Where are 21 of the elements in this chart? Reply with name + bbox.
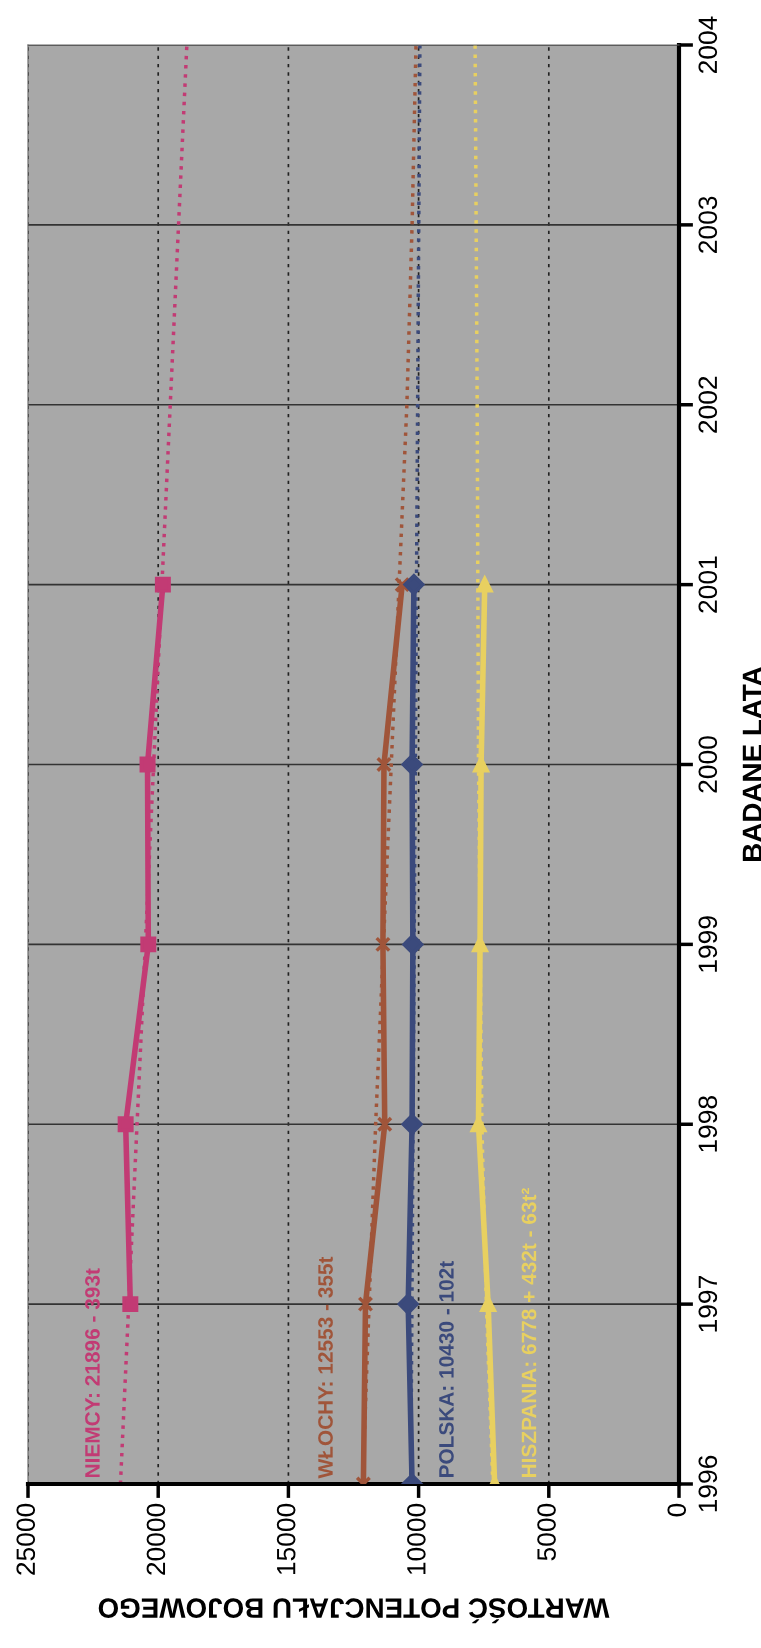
text: POLSKA: 10430 - 102t	[439, 1261, 454, 1478]
x-tick-label: 20000	[146, 1503, 166, 1575]
x-axis-title: WARTOŚĆ POTENCJAŁU BOJOWEGO	[98, 1598, 610, 1624]
x-tick-label: 5000	[537, 1503, 556, 1561]
text: NIEMCY: 21896 - 393t	[85, 1268, 100, 1478]
x-tick-label: 0	[667, 1503, 687, 1517]
y-tick-label: 2004	[698, 16, 718, 74]
text: WŁOCHY: 12553 - 355t	[318, 1256, 333, 1479]
y-tick-label: 1997	[698, 1276, 718, 1332]
text: HISZPANIA: 6778 + 432t - 63t²	[521, 1188, 537, 1478]
y-tick-label: 2003	[698, 196, 718, 253]
x-tick-label: 15000	[276, 1503, 296, 1575]
x-tick-label: 10000	[407, 1503, 426, 1575]
y-tick-label: 1999	[698, 916, 718, 972]
y-tick-label: 2001	[698, 556, 718, 613]
y-tick-label: 1998	[698, 1096, 718, 1152]
y-tick-label: 2000	[698, 736, 718, 793]
y-tick-label: 1996	[698, 1455, 718, 1512]
y-axis-title: BADANE LATA	[742, 666, 761, 861]
y-tick-label: 2002	[698, 376, 718, 433]
x-tick-label: 25000	[16, 1503, 36, 1575]
